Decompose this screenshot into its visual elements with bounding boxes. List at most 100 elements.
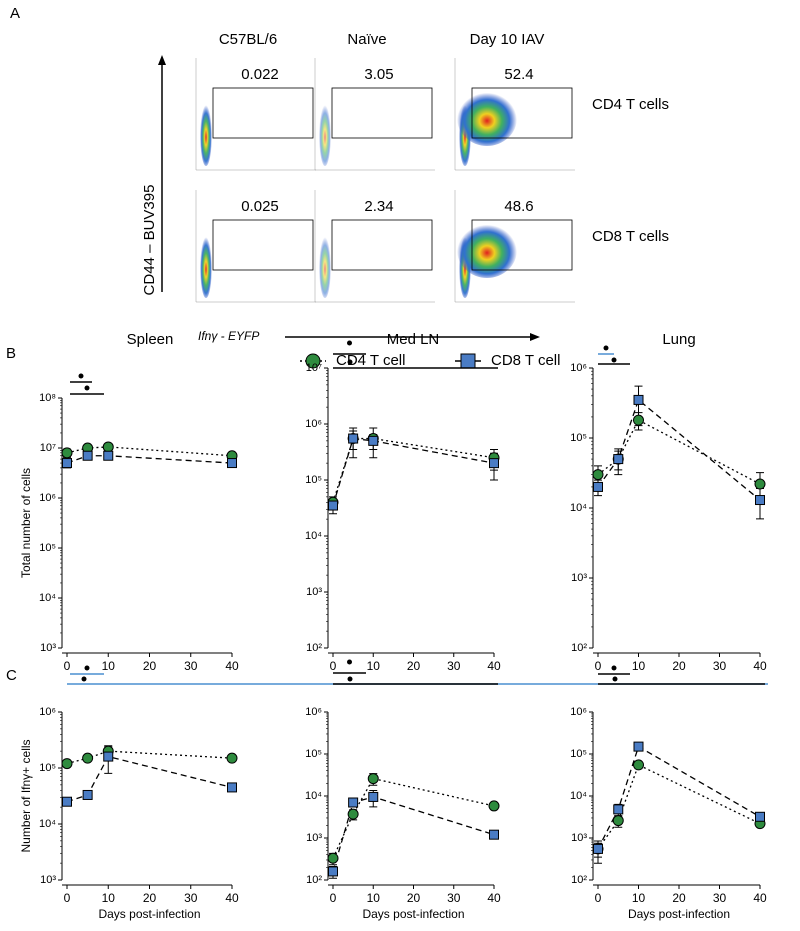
series-line — [597, 764, 761, 850]
point — [367, 773, 379, 785]
x-tick-label: 30 — [184, 891, 198, 905]
x-tick-label: 30 — [713, 659, 727, 673]
gate — [471, 87, 573, 139]
y-tick-label: 10⁴ — [39, 818, 56, 830]
y-tick-label: 10⁴ — [305, 790, 322, 802]
point — [103, 450, 114, 461]
y-tick-label: 10³ — [571, 572, 587, 584]
x-tick-label: 10 — [632, 891, 646, 905]
point — [593, 843, 603, 854]
x-tick-label: 20 — [672, 659, 686, 673]
x-tick-label: 30 — [447, 891, 461, 905]
x-tick-label: 20 — [672, 891, 686, 905]
y-tick-label: 10⁶ — [570, 706, 587, 718]
y-tick-label: 10⁶ — [305, 418, 322, 430]
y-tick-label: 10⁷ — [40, 442, 56, 454]
series-line — [66, 446, 233, 457]
y-tick-label: 10⁴ — [305, 530, 322, 542]
point — [227, 458, 237, 469]
y-tick-label: 10⁶ — [39, 492, 56, 504]
legend-label: CD4 T cell — [336, 352, 405, 369]
panel-label: B — [6, 345, 16, 362]
point — [368, 435, 379, 446]
significance-dot — [84, 385, 90, 391]
point — [592, 469, 604, 481]
point — [754, 478, 766, 490]
point — [328, 866, 338, 877]
gate-value: 0.025 — [241, 198, 279, 215]
point — [328, 500, 338, 511]
y-axis-label: CD44 – BUV395 — [141, 185, 158, 296]
series-line — [332, 437, 495, 506]
x-tick-label: 20 — [143, 891, 157, 905]
x-tick-label: 0 — [64, 891, 71, 905]
significance-dot — [612, 676, 618, 682]
series-line — [66, 455, 233, 464]
significance-dot — [347, 340, 352, 346]
y-tick-label: 10² — [571, 874, 587, 886]
y-tick-label: 10⁵ — [570, 748, 587, 760]
y-axis-label: Number of Ifnγ+ cells — [19, 739, 33, 852]
point — [488, 800, 500, 812]
point — [755, 811, 765, 822]
point — [593, 481, 603, 492]
gate-value: 52.4 — [504, 66, 533, 83]
series-line — [66, 755, 233, 803]
series-line — [332, 437, 495, 503]
gate-value: 2.34 — [364, 198, 393, 215]
gate — [331, 87, 433, 139]
y-tick-label: 10⁷ — [306, 362, 322, 374]
row-label: CD8 T cells — [592, 228, 669, 245]
gate-value: 0.022 — [241, 66, 279, 83]
density-blob — [319, 234, 331, 298]
density-blob — [200, 102, 212, 166]
x-tick-label: 10 — [102, 891, 116, 905]
x-tick-label: 40 — [753, 891, 767, 905]
chart-title: Spleen — [127, 331, 174, 348]
y-tick-label: 10³ — [571, 832, 587, 844]
point — [82, 450, 93, 461]
gate — [331, 219, 433, 271]
gate — [212, 219, 314, 271]
point — [61, 758, 73, 770]
y-tick-label: 10⁴ — [39, 592, 56, 604]
significance-dot — [347, 359, 353, 365]
point — [61, 447, 73, 459]
point — [633, 394, 644, 405]
significance-dot — [78, 373, 84, 379]
x-tick-label: 0 — [595, 659, 602, 673]
x-tick-label: 0 — [64, 659, 71, 673]
point — [82, 752, 94, 764]
column-title: Day 10 IAV — [470, 31, 545, 48]
x-tick-label: 10 — [632, 659, 646, 673]
x-tick-label: 20 — [407, 659, 421, 673]
point — [368, 791, 379, 802]
significance-dot — [611, 665, 617, 671]
series-line — [597, 419, 761, 485]
panel-label: A — [10, 5, 20, 22]
series-line — [597, 745, 761, 850]
point — [227, 782, 237, 793]
gate-value: 48.6 — [504, 198, 533, 215]
point — [347, 808, 359, 820]
significance-dot — [611, 357, 617, 363]
arrow-head — [530, 333, 540, 341]
x-tick-label: 0 — [330, 891, 337, 905]
y-tick-label: 10⁴ — [570, 502, 587, 514]
x-tick-label: 20 — [143, 659, 157, 673]
x-tick-label: 30 — [447, 659, 461, 673]
y-tick-label: 10³ — [40, 874, 56, 886]
y-tick-label: 10³ — [306, 586, 322, 598]
point — [755, 495, 765, 506]
series-line — [597, 398, 761, 501]
y-axis-label: Total number of cells — [19, 468, 33, 578]
x-tick-label: 10 — [102, 659, 116, 673]
y-tick-label: 10⁶ — [570, 362, 587, 374]
point — [613, 804, 624, 815]
x-tick-label: 30 — [713, 891, 727, 905]
legend-marker — [305, 353, 321, 369]
significance-dot — [603, 345, 609, 351]
point — [82, 789, 93, 800]
y-tick-label: 10² — [306, 874, 322, 886]
point — [489, 458, 499, 469]
